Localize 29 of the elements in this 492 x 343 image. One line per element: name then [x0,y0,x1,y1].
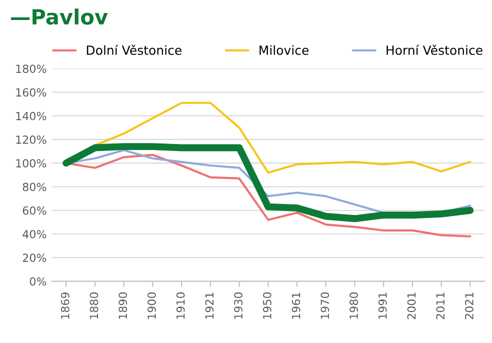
x-tick-label: 1890 [118,292,128,319]
x-tick-label: 1970 [320,292,330,319]
x-tick-label: 2021 [465,292,474,320]
y-tick-label: 40% [22,230,46,238]
x-tick-label: 1991 [378,292,387,319]
x-tick-label: 2001 [407,292,416,320]
x-tick-label: 1869 [60,292,70,319]
y-tick-label: 120% [16,135,46,144]
y-tick-label: 60% [22,206,46,215]
x-tick-label: 1921 [205,292,214,319]
x-tick-label: 1930 [234,292,242,319]
y-tick-label: 20% [22,254,46,262]
chart-title: —Pavlov [10,8,108,25]
y-tick-label: 160% [16,88,46,97]
x-tick-label: 1980 [350,292,358,319]
legend-label: Horní Věstonice [386,44,482,55]
x-tick-label: 1900 [148,292,156,319]
x-tick-label: 1880 [90,292,98,319]
x-tick-label: 1961 [292,292,300,319]
y-tick-label: 140% [16,112,46,120]
y-tick-label: 80% [22,182,46,192]
x-tick-label: 1950 [262,292,272,319]
y-tick-label: 180% [16,64,46,73]
y-tick-label: 100% [16,159,46,168]
x-tick-label: 1910 [176,292,185,319]
legend-label: Dolní Věstonice [86,44,182,55]
x-tick-label: 2011 [436,292,445,320]
legend-label: Milovice [260,45,309,55]
y-tick-label: 0% [30,277,46,286]
